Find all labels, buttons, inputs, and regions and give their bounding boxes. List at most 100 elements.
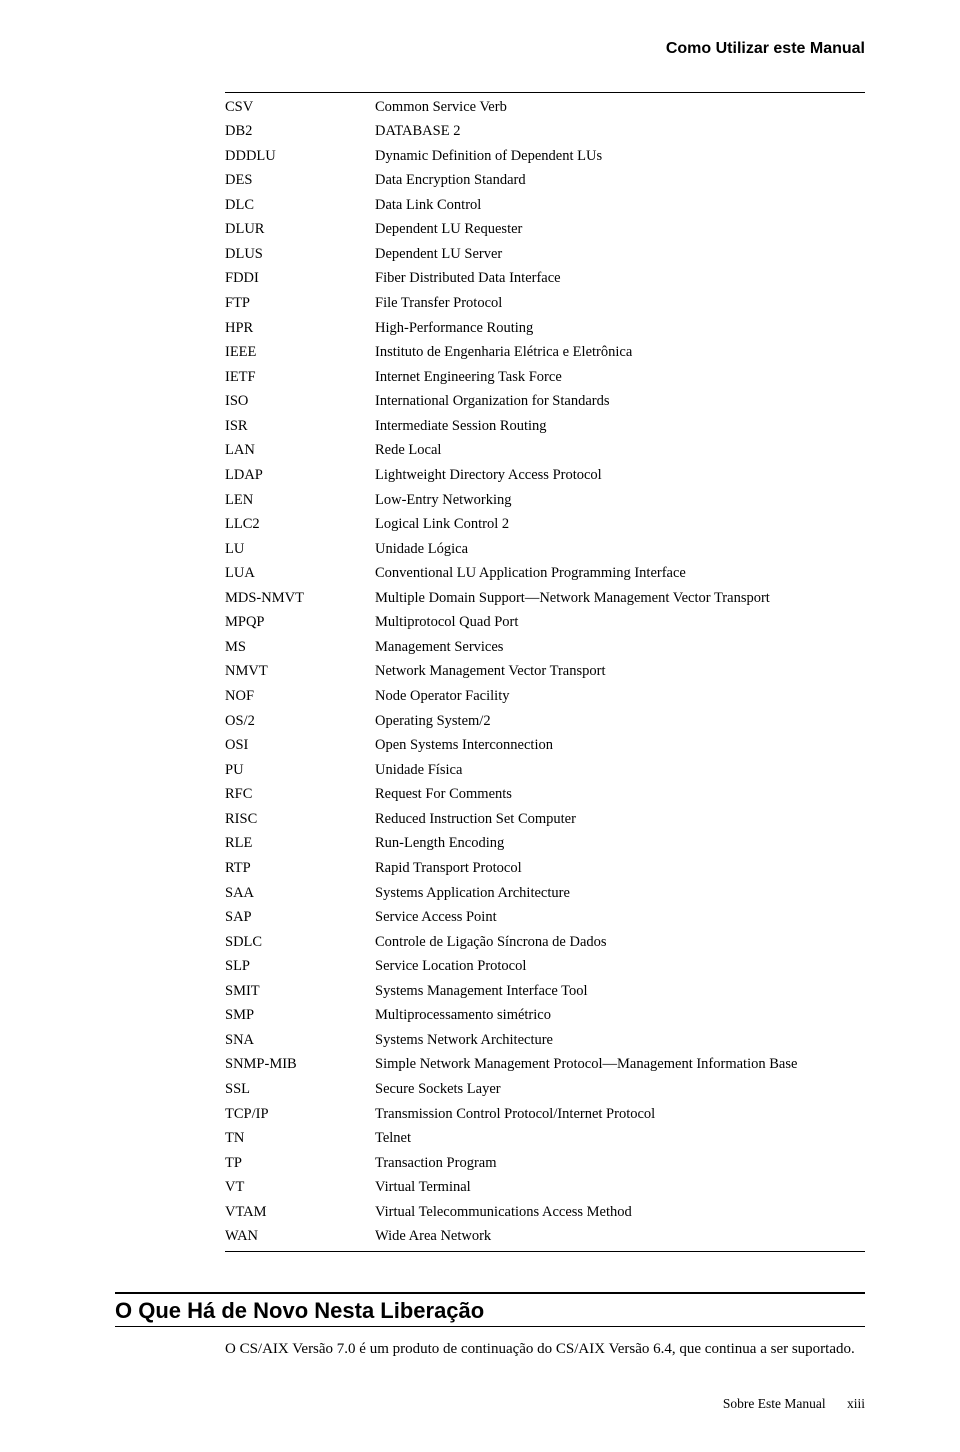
definition-cell: Unidade Lógica [375,537,865,562]
table-row: MPQPMultiprotocol Quad Port [225,611,865,636]
table-row: SNMP-MIBSimple Network Management Protoc… [225,1053,865,1078]
table-row: WANWide Area Network [225,1225,865,1250]
abbr-cell: LLC2 [225,513,375,538]
abbr-cell: TN [225,1127,375,1152]
definition-cell: Node Operator Facility [375,685,865,710]
definition-cell: Rapid Transport Protocol [375,856,865,881]
definition-cell: Rede Local [375,439,865,464]
definition-cell: Intermediate Session Routing [375,414,865,439]
section-body-text: O CS/AIX Versão 7.0 é um produto de cont… [225,1339,865,1359]
abbr-cell: TP [225,1151,375,1176]
abbr-cell: DDDLU [225,144,375,169]
table-row: NOFNode Operator Facility [225,685,865,710]
definition-cell: Conventional LU Application Programming … [375,562,865,587]
definition-cell: Secure Sockets Layer [375,1078,865,1103]
abbr-cell: NMVT [225,660,375,685]
table-row: MDS-NMVTMultiple Domain Support—Network … [225,586,865,611]
abbr-cell: LDAP [225,463,375,488]
abbr-cell: RTP [225,856,375,881]
abbr-cell: LAN [225,439,375,464]
table-row: NMVTNetwork Management Vector Transport [225,660,865,685]
abbr-cell: SAA [225,881,375,906]
table-row: DLURDependent LU Requester [225,218,865,243]
definition-cell: Dependent LU Server [375,242,865,267]
running-header-right: Como Utilizar este Manual [115,40,865,58]
abbr-cell: LU [225,537,375,562]
abbr-cell: DB2 [225,120,375,145]
definition-cell: Transmission Control Protocol/Internet P… [375,1102,865,1127]
abbr-cell: RFC [225,783,375,808]
abbr-cell: MPQP [225,611,375,636]
definition-cell: Dynamic Definition of Dependent LUs [375,144,865,169]
table-row: SLPService Location Protocol [225,955,865,980]
definition-cell: Service Location Protocol [375,955,865,980]
table-row: VTAMVirtual Telecommunications Access Me… [225,1200,865,1225]
definition-cell: Transaction Program [375,1151,865,1176]
table-row: FDDIFiber Distributed Data Interface [225,267,865,292]
table-row: RLERun-Length Encoding [225,832,865,857]
abbr-cell: TCP/IP [225,1102,375,1127]
definition-cell: Internet Engineering Task Force [375,365,865,390]
table-row: MSManagement Services [225,635,865,660]
definition-cell: Virtual Telecommunications Access Method [375,1200,865,1225]
definition-cell: Systems Application Architecture [375,881,865,906]
abbr-cell: IEEE [225,341,375,366]
table-row: DESData Encryption Standard [225,169,865,194]
abbr-cell: SMIT [225,979,375,1004]
table-row: LANRede Local [225,439,865,464]
table-row: ISOInternational Organization for Standa… [225,390,865,415]
definition-cell: Operating System/2 [375,709,865,734]
abbr-cell: LEN [225,488,375,513]
definition-cell: Data Link Control [375,193,865,218]
abbr-cell: SAP [225,906,375,931]
abbr-cell: CSV [225,95,375,120]
abbr-cell: SMP [225,1004,375,1029]
table-row: DB2DATABASE 2 [225,120,865,145]
footer-label: Sobre Este Manual [723,1396,826,1411]
definition-cell: Data Encryption Standard [375,169,865,194]
abbr-cell: RISC [225,807,375,832]
abbr-cell: HPR [225,316,375,341]
abbr-cell: SLP [225,955,375,980]
page-footer: Sobre Este Manual xiii [115,1396,865,1412]
definition-cell: Unidade Física [375,758,865,783]
table-row: LDAPLightweight Directory Access Protoco… [225,463,865,488]
definition-cell: Wide Area Network [375,1225,865,1250]
abbr-cell: OSI [225,734,375,759]
abbr-cell: DLUS [225,242,375,267]
abbreviation-table: CSVCommon Service VerbDB2DATABASE 2DDDLU… [225,95,865,1249]
table-row: LUUnidade Lógica [225,537,865,562]
abbr-cell: LUA [225,562,375,587]
definition-cell: Systems Network Architecture [375,1028,865,1053]
definition-cell: Telnet [375,1127,865,1152]
definition-cell: International Organization for Standards [375,390,865,415]
footer-page-number: xiii [847,1396,865,1411]
abbr-cell: MS [225,635,375,660]
table-row: OS/2Operating System/2 [225,709,865,734]
definition-cell: Low-Entry Networking [375,488,865,513]
abbr-cell: ISO [225,390,375,415]
definition-cell: Multiprocessamento simétrico [375,1004,865,1029]
table-row: SDLCControle de Ligação Síncrona de Dado… [225,930,865,955]
table-row: IETFInternet Engineering Task Force [225,365,865,390]
abbr-cell: SNA [225,1028,375,1053]
abbr-cell: MDS-NMVT [225,586,375,611]
section-heading: O Que Há de Novo Nesta Liberação [115,1292,865,1327]
definition-cell: Logical Link Control 2 [375,513,865,538]
abbr-cell: SSL [225,1078,375,1103]
table-row: HPRHigh-Performance Routing [225,316,865,341]
abbr-cell: RLE [225,832,375,857]
table-row: RTPRapid Transport Protocol [225,856,865,881]
table-row: TNTelnet [225,1127,865,1152]
abbr-cell: NOF [225,685,375,710]
table-row: IEEEInstituto de Engenharia Elétrica e E… [225,341,865,366]
definition-cell: Run-Length Encoding [375,832,865,857]
abbr-cell: VTAM [225,1200,375,1225]
definition-cell: DATABASE 2 [375,120,865,145]
abbr-cell: IETF [225,365,375,390]
definition-cell: Service Access Point [375,906,865,931]
abbr-cell: PU [225,758,375,783]
table-row: RISCReduced Instruction Set Computer [225,807,865,832]
page: Como Utilizar este Manual CSVCommon Serv… [0,0,960,1452]
definition-cell: Multiple Domain Support—Network Manageme… [375,586,865,611]
